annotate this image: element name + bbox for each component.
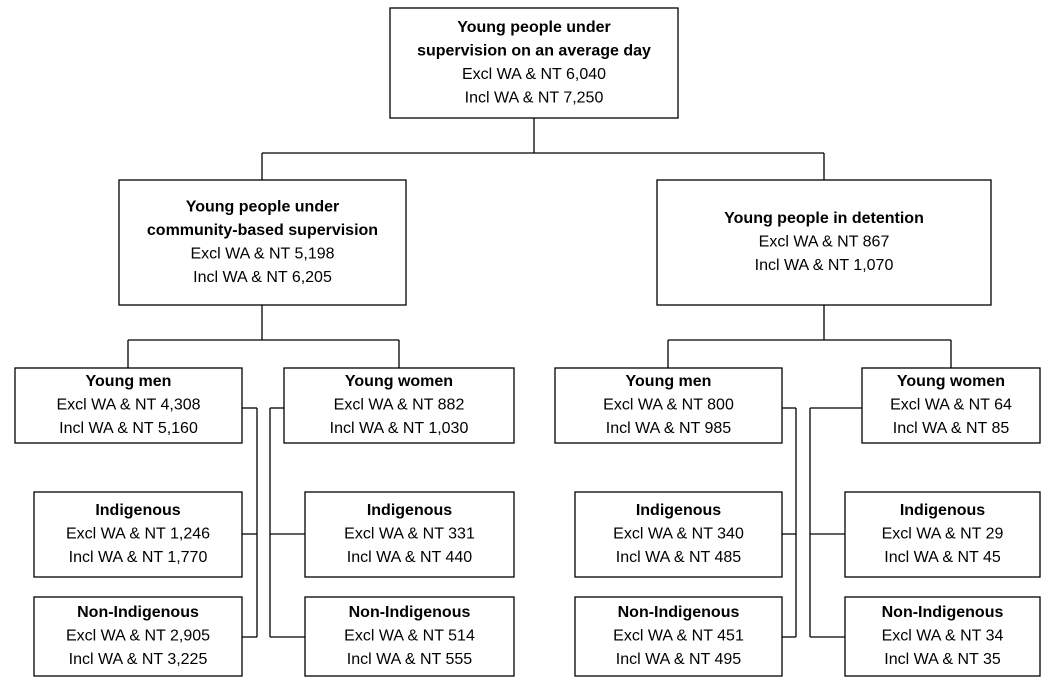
node-value: Incl WA & NT 6,205 (193, 269, 332, 286)
node: Non-Indigenous Excl WA & NT 2,905 Incl WA … (33, 596, 243, 677)
node-value: Incl WA & NT 35 (884, 651, 1001, 668)
node-box (389, 7, 679, 119)
node: Non-Indigenous Excl WA & NT 34 Incl WA & N… (844, 596, 1041, 677)
connectors (127, 118, 952, 638)
node-value: Excl WA & NT 867 (759, 234, 890, 251)
node-box (574, 596, 783, 677)
node-box (304, 596, 515, 677)
node-value: Incl WA & NT 440 (347, 549, 472, 566)
node-title: Young people in detention (724, 210, 924, 227)
node-value: Excl WA & NT 34 (882, 628, 1004, 645)
node-box (861, 367, 1041, 444)
node-value: Excl WA & NT 4,308 (56, 397, 200, 414)
node-title: Non-Indigenous (882, 604, 1004, 621)
node-title: Young people under (457, 19, 610, 36)
node-value: Incl WA & NT 1,030 (330, 420, 469, 437)
node-box (656, 179, 992, 306)
node-title: Indigenous (636, 502, 721, 519)
node-box (554, 367, 783, 444)
node: Young people in detention Excl WA & NT 86… (656, 179, 992, 306)
node-value: Excl WA & NT 5,198 (190, 245, 334, 262)
node-value: Excl WA & NT 2,905 (66, 628, 210, 645)
node: Young men Excl WA & NT 800 Incl WA & NT 98… (554, 367, 783, 444)
node-value: Excl WA & NT 1,246 (66, 526, 210, 543)
node: Indigenous Excl WA & NT 29 Incl WA & NT 45 (844, 491, 1041, 578)
node-title: Indigenous (900, 502, 985, 519)
node: Young women Excl WA & NT 64 Incl WA & NT 8… (861, 367, 1041, 444)
node-value: Excl WA & NT 29 (882, 526, 1004, 543)
node-title: Non-Indigenous (618, 604, 740, 621)
node-value: Excl WA & NT 451 (613, 628, 744, 645)
node-value: Excl WA & NT 331 (344, 526, 475, 543)
node-value: Excl WA & NT 514 (344, 628, 475, 645)
node-value: Incl WA & NT 485 (616, 549, 741, 566)
node-title: community-based supervision (147, 222, 378, 239)
node-title: Indigenous (367, 502, 452, 519)
node-title: Young men (626, 373, 712, 390)
node: Young men Excl WA & NT 4,308 Incl WA & NT … (14, 367, 243, 444)
node-value: Incl WA & NT 85 (893, 420, 1010, 437)
node-box (844, 491, 1041, 578)
node-value: Excl WA & NT 64 (890, 397, 1012, 414)
node-title: Non-Indigenous (349, 604, 471, 621)
node: Indigenous Excl WA & NT 1,246 Incl WA & NT… (33, 491, 243, 578)
node-box (283, 367, 515, 444)
node-title: Young women (345, 373, 453, 390)
node-title: Young women (897, 373, 1005, 390)
node-value: Excl WA & NT 800 (603, 397, 734, 414)
node-box (118, 179, 407, 306)
node-title: Indigenous (95, 502, 180, 519)
node: Indigenous Excl WA & NT 340 Incl WA & NT 4… (574, 491, 783, 578)
node-box (14, 367, 243, 444)
node: Young women Excl WA & NT 882 Incl WA & NT … (283, 367, 515, 444)
node-value: Incl WA & NT 7,250 (465, 89, 604, 106)
node-value: Incl WA & NT 3,225 (69, 651, 208, 668)
node-title: supervision on an average day (417, 42, 651, 59)
node-value: Incl WA & NT 1,770 (69, 549, 208, 566)
node-value: Incl WA & NT 555 (347, 651, 472, 668)
node-value: Incl WA & NT 5,160 (59, 420, 198, 437)
node-title: Non-Indigenous (77, 604, 199, 621)
node-box (574, 491, 783, 578)
node-box (304, 491, 515, 578)
node: Young people under community-based superv… (118, 179, 407, 306)
node-value: Incl WA & NT 985 (606, 420, 731, 437)
node: Young people under supervision on an aver… (389, 7, 679, 119)
node: Indigenous Excl WA & NT 331 Incl WA & NT 4… (304, 491, 515, 578)
node-value: Excl WA & NT 882 (334, 397, 465, 414)
node-box (844, 596, 1041, 677)
node-value: Excl WA & NT 340 (613, 526, 744, 543)
node-box (33, 596, 243, 677)
node-value: Excl WA & NT 6,040 (462, 66, 606, 83)
node-value: Incl WA & NT 45 (884, 549, 1001, 566)
node-box (33, 491, 243, 578)
node-value: Incl WA & NT 1,070 (755, 257, 894, 274)
node: Non-Indigenous Excl WA & NT 451 Incl WA & … (574, 596, 783, 677)
node-title: Young people under (186, 198, 339, 215)
node: Non-Indigenous Excl WA & NT 514 Incl WA & … (304, 596, 515, 677)
node-title: Young men (86, 373, 172, 390)
node-value: Incl WA & NT 495 (616, 651, 741, 668)
